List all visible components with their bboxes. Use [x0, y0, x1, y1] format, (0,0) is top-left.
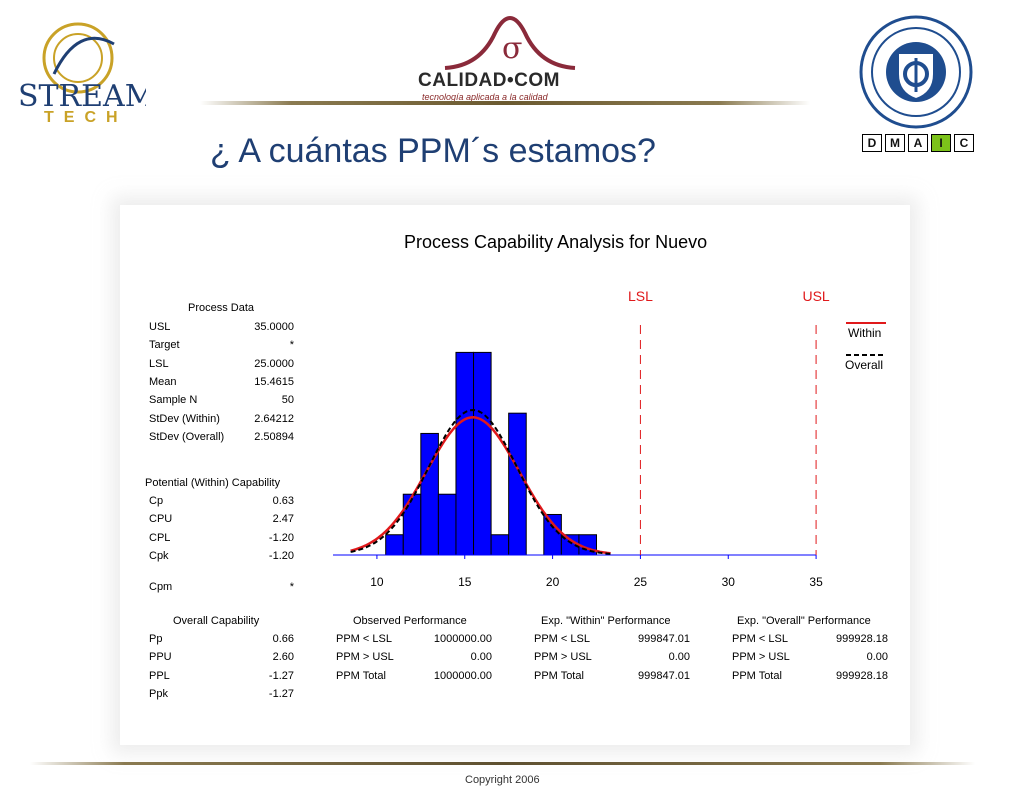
x-tick-label: 35 [809, 575, 823, 589]
slide-title: ¿ A cuántas PPM´s estamos? [210, 132, 656, 170]
six-sigma-society-seal [859, 15, 973, 129]
within-performance-label: PPM > USL [534, 651, 592, 664]
process-data-label: StDev (Within) [149, 412, 220, 425]
potential-capability-value: -1.20 [268, 549, 294, 562]
observed-performance-label: PPM < LSL [336, 633, 392, 645]
curve-within [350, 416, 611, 555]
svg-text:TECH: TECH [44, 109, 128, 126]
dmaic-step-c: C [954, 134, 974, 152]
x-tick-label: 10 [370, 575, 384, 589]
x-tick-label: 25 [634, 575, 648, 589]
potential-capability-value: 2.47 [272, 513, 294, 526]
process-data-value: 35.0000 [254, 321, 294, 333]
observed-performance-heading: Observed Performance [353, 615, 467, 627]
overall-performance-heading: Exp. "Overall" Performance [737, 615, 871, 627]
process-data-value: 2.50894 [254, 430, 294, 443]
process-data-label: USL [149, 321, 171, 333]
histogram-bar [437, 493, 457, 556]
overall-performance-value: 999928.18 [836, 669, 888, 682]
spec-limit-label-usl: USL [802, 288, 829, 304]
calidad-logo-tagline: tecnología aplicada a la calidad [422, 92, 548, 102]
overall-capability-heading: Overall Capability [173, 615, 260, 627]
svg-text:STREAM: STREAM [18, 79, 146, 114]
within-performance-value: 0.00 [668, 651, 690, 664]
within-performance-label: PPM < LSL [534, 633, 590, 645]
process-data-value: 50 [281, 394, 294, 407]
observed-performance-label: PPM Total [336, 669, 386, 682]
x-tick-label: 15 [458, 575, 472, 589]
stream-tech-logo: STREAM TECH [18, 22, 146, 126]
observed-performance-value: 1000000.00 [433, 633, 492, 645]
histogram-bar [490, 534, 510, 556]
potential-capability-value: -1.20 [268, 531, 294, 544]
sigma-icon: σ [502, 31, 522, 66]
potential-capability-label: CPL [149, 531, 171, 544]
process-data-label: LSL [149, 357, 169, 370]
overall-performance-label: PPM Total [732, 669, 782, 682]
process-data-heading: Process Data [188, 302, 255, 314]
overall-capability-label: Ppk [149, 687, 168, 700]
potential-capability-label: Cpk [149, 549, 169, 562]
observed-performance-value: 0.00 [470, 651, 492, 664]
within-performance-value: 999847.01 [638, 633, 690, 645]
process-data-value: 25.0000 [254, 357, 294, 370]
within-performance-heading: Exp. "Within" Performance [541, 615, 671, 627]
histogram-bar [402, 493, 422, 556]
curve-overall [350, 408, 611, 555]
overall-performance-label: PPM < LSL [732, 633, 788, 645]
process-data-value: 15.4615 [254, 375, 294, 388]
cpm-value: * [289, 581, 294, 593]
overall-capability-value: 0.66 [272, 633, 294, 645]
process-data-label: Target [149, 339, 180, 352]
observed-performance-label: PPM > USL [336, 651, 394, 664]
overall-capability-label: Pp [149, 633, 163, 645]
x-tick-label: 20 [546, 575, 560, 589]
potential-capability-value: 0.63 [272, 495, 294, 507]
overall-performance-value: 999928.18 [836, 633, 888, 645]
histogram-bar [508, 412, 527, 556]
header-divider [200, 101, 810, 105]
calidad-logo-name: CALIDAD•COM [418, 70, 560, 91]
overall-performance-label: PPM > USL [732, 651, 790, 664]
potential-capability-label: CPU [149, 513, 173, 526]
overall-capability-value: -1.27 [268, 669, 294, 682]
overall-capability-label: PPU [149, 651, 172, 664]
process-data-value: * [289, 339, 294, 352]
footer-divider [30, 762, 975, 765]
dmaic-step-a: A [908, 134, 928, 152]
legend-overall-label: Overall [845, 358, 884, 372]
process-data-label: Sample N [149, 394, 198, 407]
overall-capability-label: PPL [149, 669, 170, 682]
histogram-bar [385, 534, 404, 556]
calidad-logo-sigma: σ [444, 16, 576, 70]
overall-capability-value: -1.27 [268, 687, 294, 700]
observed-performance-value: 1000000.00 [433, 669, 492, 682]
process-data-value: 2.64212 [254, 412, 294, 425]
within-performance-value: 999847.01 [638, 669, 690, 682]
potential-capability-label: Cp [149, 495, 164, 507]
dmaic-step-m: M [885, 134, 905, 152]
within-performance-label: PPM Total [534, 669, 584, 682]
histogram-bar [455, 351, 475, 556]
cpm-label: Cpm [149, 581, 173, 593]
process-data-label: Mean [149, 375, 177, 388]
chart-title: Process Capability Analysis for Nuevo [404, 232, 708, 252]
legend-within-label: Within [848, 326, 882, 340]
potential-capability-heading: Potential (Within) Capability [145, 477, 281, 489]
process-data-label: StDev (Overall) [149, 430, 225, 443]
overall-performance-value: 0.00 [866, 651, 888, 664]
dmaic-step-d: D [862, 134, 882, 152]
histogram-bar [473, 351, 492, 556]
copyright-text: Copyright 2006 [465, 774, 540, 786]
dmaic-step-i: I [931, 134, 951, 152]
overall-capability-value: 2.60 [272, 651, 294, 664]
x-tick-label: 30 [722, 575, 736, 589]
spec-limit-label-lsl: LSL [628, 288, 653, 304]
